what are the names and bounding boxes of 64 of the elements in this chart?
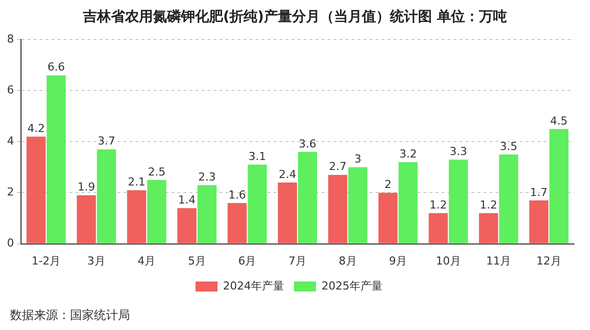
data-label: 3.5 [500,140,518,153]
bar [278,182,297,244]
x-tick-label: 7月 [288,254,306,268]
bar [328,174,348,244]
y-tick-label: 8 [7,32,14,46]
data-label: 2.1 [128,176,146,189]
x-tick-label: 10月 [436,254,461,268]
bar [46,75,66,244]
bar [428,213,448,244]
x-tick-label: 3月 [87,254,106,268]
x-tick-label: 1-2月 [32,254,61,268]
y-tick-label: 4 [7,134,14,148]
bar [378,192,398,244]
bar [96,149,116,244]
y-tick-label: 0 [7,236,14,250]
data-label: 2.5 [148,165,166,178]
bar [76,195,96,244]
bar [348,167,368,244]
x-tick-label: 8月 [338,254,357,268]
legend-label: 2025年产量 [322,279,382,292]
x-tick-label: 12月 [536,254,562,268]
data-label: 1.2 [430,198,448,212]
data-label: 2.7 [328,160,346,174]
chart-title: 吉林省农用氮磷钾化肥(折纯)产量分月（当月值）统计图 单位：万吨 [82,8,508,27]
data-label: 3.2 [399,147,417,160]
bar [298,152,318,244]
data-label: 4.5 [550,114,568,128]
bar [549,128,568,244]
x-tick-label: 4月 [138,254,156,268]
bar [398,162,418,244]
x-tick-label: 5月 [188,254,206,268]
bar [228,202,247,244]
bar [499,154,518,244]
bar [478,213,498,244]
data-label: 6.6 [47,60,65,74]
data-label: 2.3 [198,170,216,184]
legend-label: 2024年产量 [223,279,284,292]
bar [248,164,267,244]
data-label: 3 [354,152,362,166]
data-label: 3.1 [248,150,266,164]
data-label: 3.3 [450,144,468,158]
data-label: 1.2 [480,198,498,212]
data-label: 1.7 [530,186,548,199]
data-label: 3.7 [98,134,116,148]
y-tick-label: 2 [7,186,14,199]
bar [197,185,217,244]
data-label: 1.4 [178,193,196,206]
source-note: 数据来源：国家统计局 [10,308,130,322]
x-tick-label: 6月 [238,254,256,268]
data-label: 2.4 [278,168,296,181]
bar [127,190,146,244]
data-label: 1.9 [78,180,96,194]
data-label: 4.2 [27,122,45,135]
x-tick-label: 9月 [389,254,408,268]
bar [529,200,548,244]
data-label: 1.6 [228,188,246,202]
data-label: 2 [384,178,392,192]
bar [177,208,196,244]
bar [448,160,468,244]
bar [26,136,46,244]
data-label: 3.6 [298,137,316,150]
x-tick-label: 11月 [486,254,512,268]
y-tick-label: 6 [7,84,14,97]
bar [147,180,166,244]
